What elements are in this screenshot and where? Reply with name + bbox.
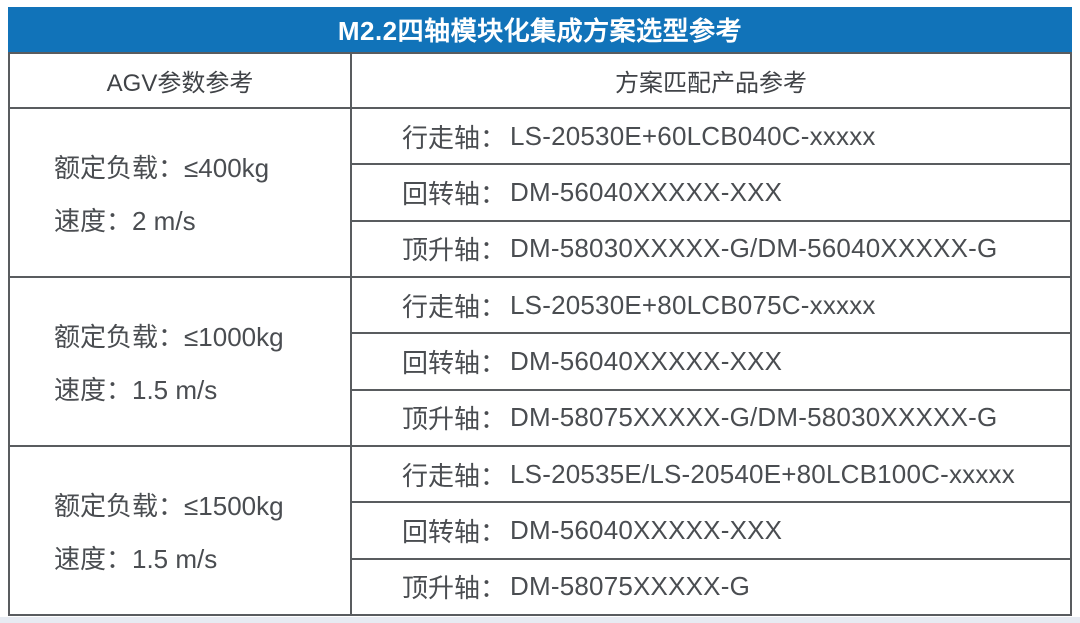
- axis-value: LS-20535E/LS-20540E+80LCB100C-xxxxx: [510, 458, 1015, 489]
- selection-table: AGV参数参考 方案匹配产品参考 额定负载：≤400kg 速度：2 m/s 行走…: [8, 52, 1072, 616]
- bottom-strip: [0, 617, 1080, 623]
- table-group-row-1000kg: 额定负载：≤1000kg 速度：1.5 m/s 行走轴： LS-20530E+8…: [10, 278, 1070, 447]
- axis-row-lifting: 顶升轴： DM-58075XXXXX-G: [352, 560, 1070, 614]
- axis-value: DM-56040XXXXX-XXX: [510, 345, 783, 376]
- page-title: M2.2四轴模块化集成方案选型参考: [337, 16, 743, 46]
- axis-value: LS-20530E+80LCB075C-xxxxx: [510, 289, 876, 320]
- agv-params-cell: 额定负载：≤400kg 速度：2 m/s: [10, 109, 352, 276]
- column-header-agv-params: AGV参数参考: [10, 54, 352, 107]
- axis-label: 行走轴：: [402, 122, 507, 153]
- table-header-row: AGV参数参考 方案匹配产品参考: [10, 54, 1070, 109]
- axis-row-rotation: 回转轴： DM-56040XXXXX-XXX: [352, 334, 1070, 391]
- rated-load-text: 额定负载：≤400kg: [54, 152, 270, 183]
- axis-row-travel: 行走轴： LS-20530E+80LCB075C-xxxxx: [352, 278, 1070, 335]
- axes-cell: 行走轴： LS-20530E+60LCB040C-xxxxx 回转轴： DM-5…: [352, 109, 1070, 276]
- axis-value: DM-56040XXXXX-XXX: [510, 176, 783, 207]
- axes-cell: 行走轴： LS-20535E/LS-20540E+80LCB100C-xxxxx…: [352, 447, 1070, 614]
- axis-value: DM-58075XXXXX-G/DM-58030XXXXX-G: [510, 402, 998, 433]
- axis-label: 行走轴：: [402, 291, 507, 322]
- axis-value: DM-56040XXXXX-XXX: [510, 514, 783, 545]
- table-group-row-400kg: 额定负载：≤400kg 速度：2 m/s 行走轴： LS-20530E+60LC…: [10, 109, 1070, 278]
- axis-row-rotation: 回转轴： DM-56040XXXXX-XXX: [352, 165, 1070, 222]
- axes-cell: 行走轴： LS-20530E+80LCB075C-xxxxx 回转轴： DM-5…: [352, 278, 1070, 445]
- axis-value: DM-58075XXXXX-G: [510, 571, 750, 602]
- axis-label: 回转轴：: [402, 347, 507, 378]
- axis-row-travel: 行走轴： LS-20535E/LS-20540E+80LCB100C-xxxxx: [352, 447, 1070, 504]
- axis-value: DM-58030XXXXX-G/DM-56040XXXXX-G: [510, 233, 998, 264]
- axis-value: LS-20530E+60LCB040C-xxxxx: [510, 120, 876, 151]
- axis-label: 行走轴：: [402, 460, 507, 491]
- table-group-row-1500kg: 额定负载：≤1500kg 速度：1.5 m/s 行走轴： LS-20535E/L…: [10, 447, 1070, 614]
- rated-load-text: 额定负载：≤1000kg: [54, 321, 284, 352]
- axis-row-lifting: 顶升轴： DM-58030XXXXX-G/DM-56040XXXXX-G: [352, 222, 1070, 276]
- agv-params-cell: 额定负载：≤1000kg 速度：1.5 m/s: [10, 278, 352, 445]
- speed-text: 速度：2 m/s: [54, 205, 196, 236]
- speed-text: 速度：1.5 m/s: [54, 543, 218, 574]
- axis-label: 回转轴：: [402, 178, 507, 209]
- axis-label: 回转轴：: [402, 516, 507, 547]
- agv-params-cell: 额定负载：≤1500kg 速度：1.5 m/s: [10, 447, 352, 614]
- rated-load-text: 额定负载：≤1500kg: [54, 490, 284, 521]
- table-title-bar: M2.2四轴模块化集成方案选型参考: [8, 7, 1072, 52]
- axis-row-rotation: 回转轴： DM-56040XXXXX-XXX: [352, 503, 1070, 560]
- axis-label: 顶升轴：: [402, 573, 507, 604]
- column-header-matched-products: 方案匹配产品参考: [615, 70, 807, 97]
- axis-label: 顶升轴：: [402, 404, 507, 435]
- axis-row-travel: 行走轴： LS-20530E+60LCB040C-xxxxx: [352, 109, 1070, 166]
- axis-row-lifting: 顶升轴： DM-58075XXXXX-G/DM-58030XXXXX-G: [352, 391, 1070, 445]
- axis-label: 顶升轴：: [402, 235, 507, 266]
- speed-text: 速度：1.5 m/s: [54, 374, 218, 405]
